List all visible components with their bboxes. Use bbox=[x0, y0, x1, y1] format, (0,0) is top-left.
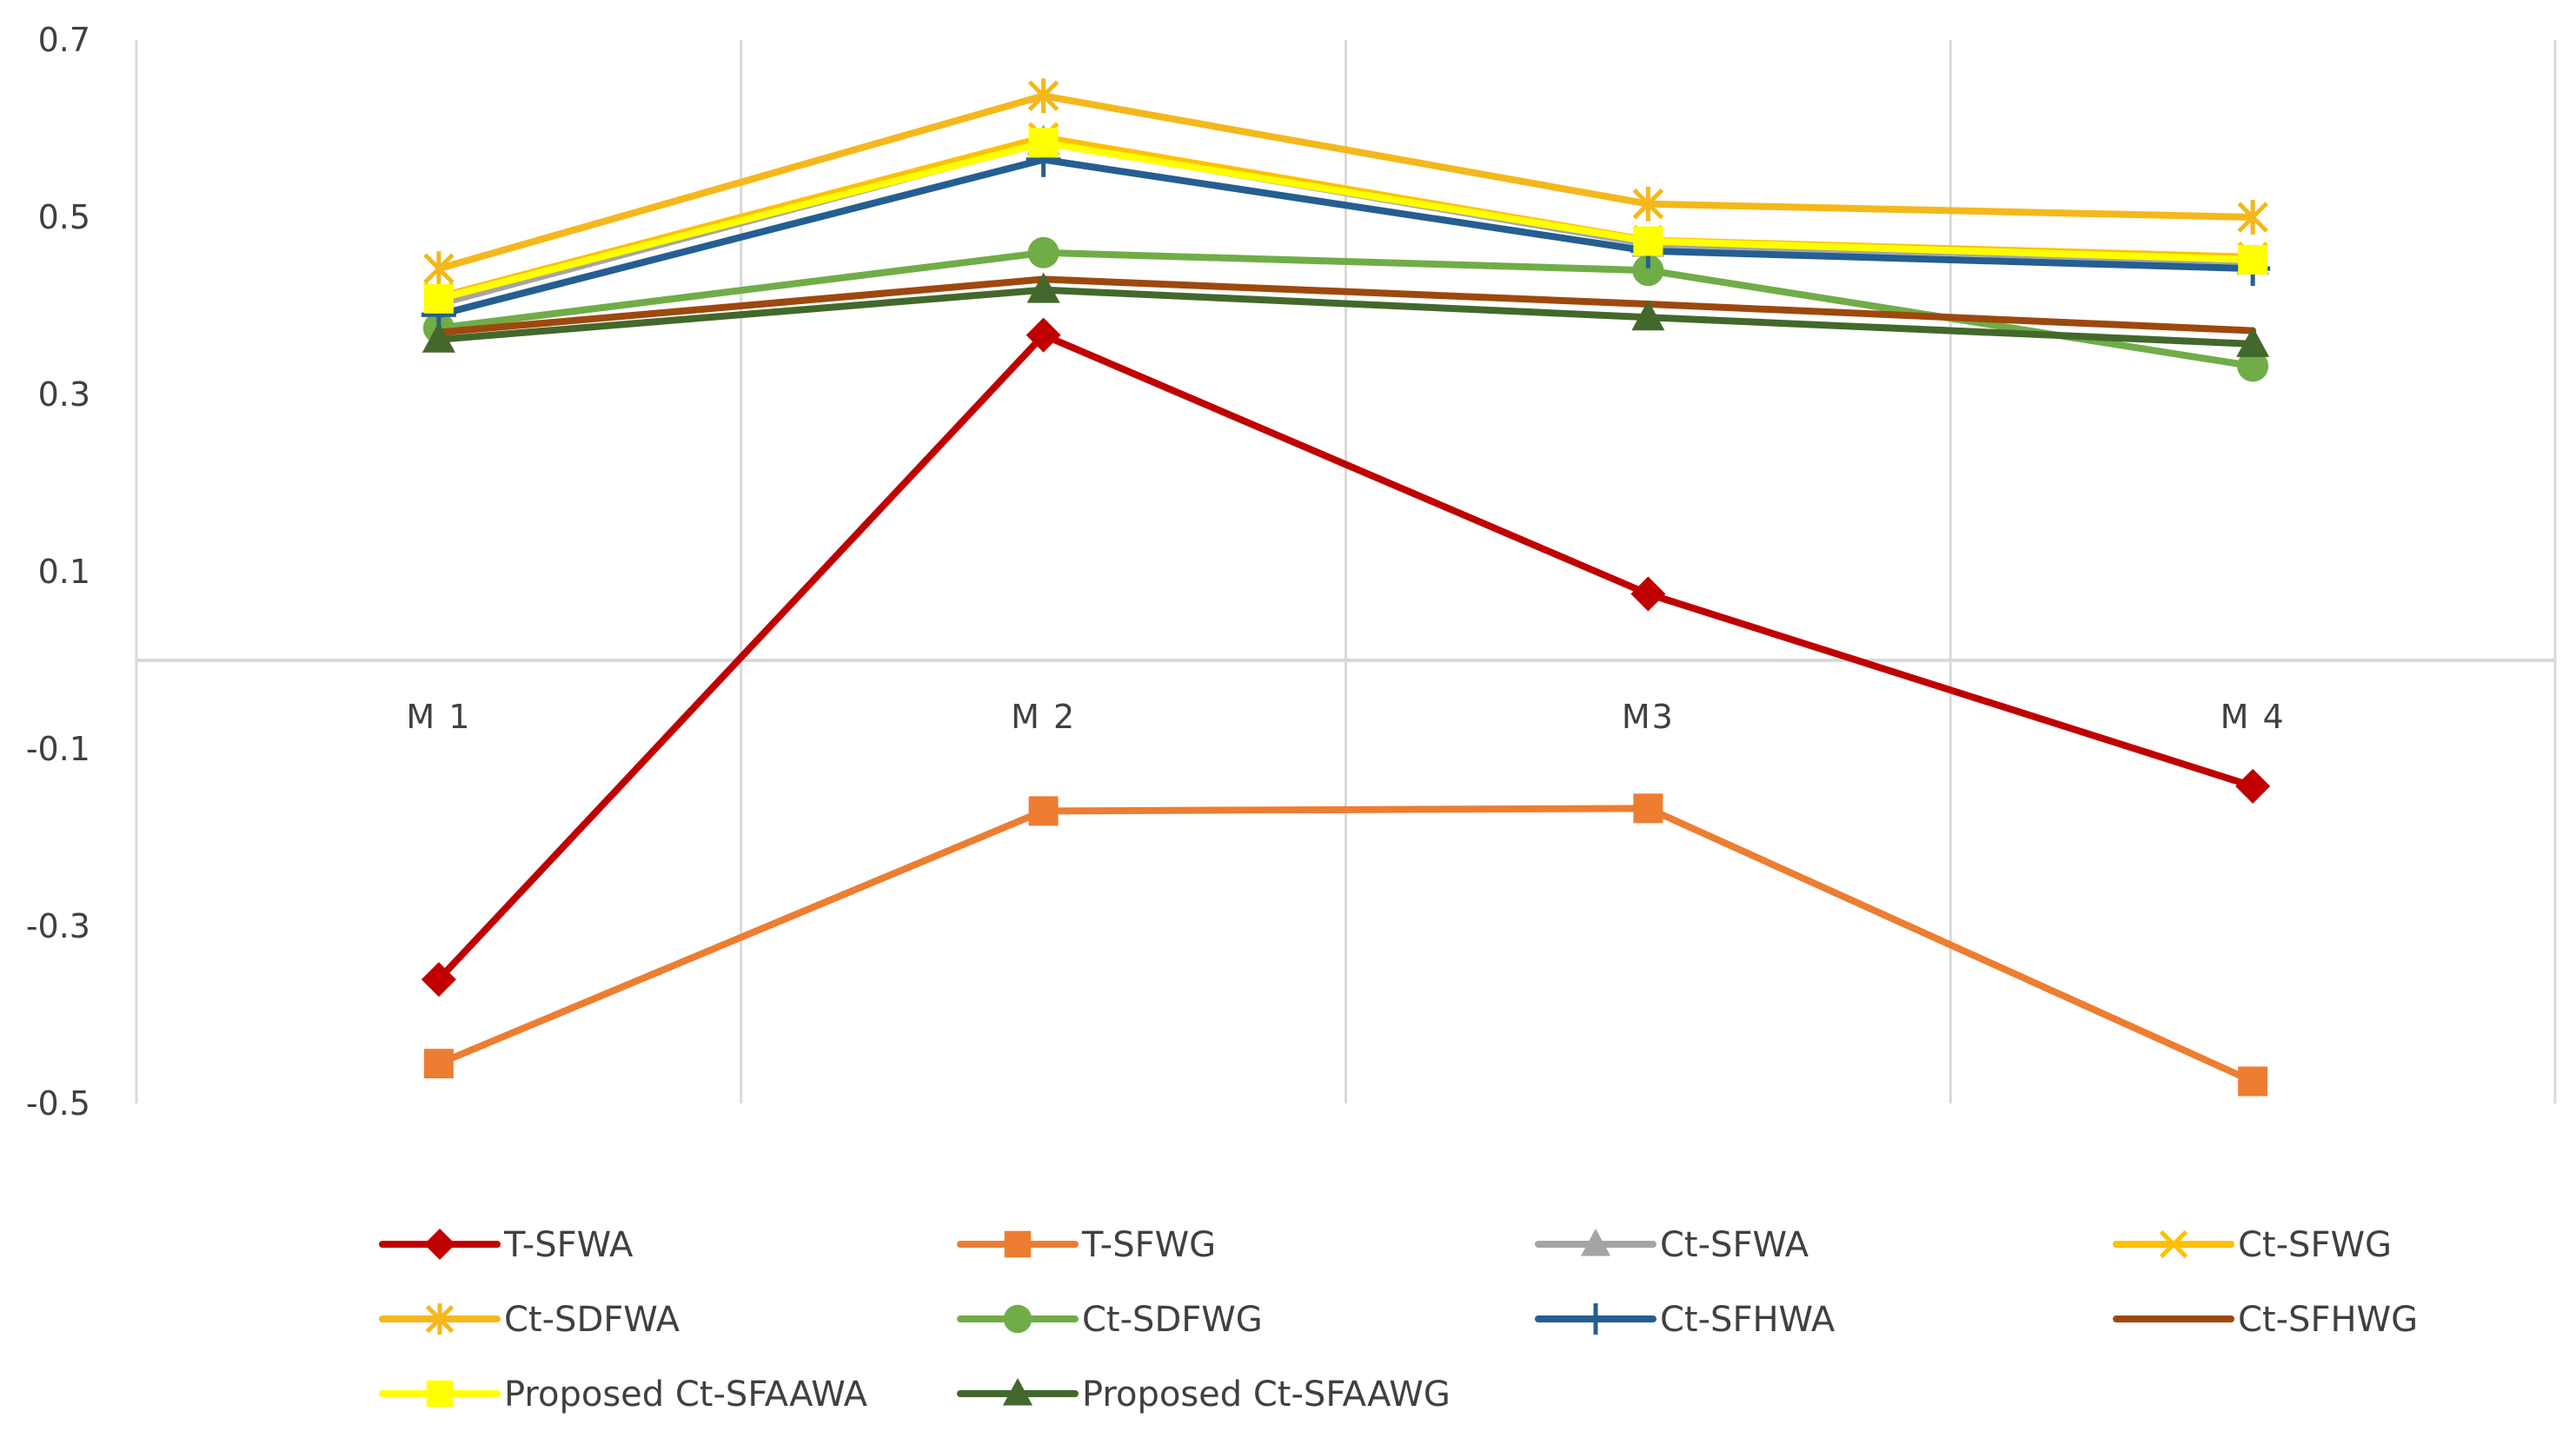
legend-marker bbox=[2159, 1229, 2188, 1259]
legend-label: T-SFWG bbox=[1081, 1225, 1216, 1265]
series-line bbox=[435, 92, 2257, 273]
legend-marker bbox=[1580, 1229, 1611, 1256]
series-line bbox=[435, 331, 2257, 984]
legend-label: Ct-SDFWA bbox=[504, 1300, 681, 1340]
data-point bbox=[2238, 1066, 2268, 1097]
data-point bbox=[423, 251, 455, 287]
data-point bbox=[1027, 78, 1059, 114]
legend-item-ct-sdfwg: Ct-SDFWG bbox=[957, 1300, 1263, 1340]
legend-item-t-sfwg: T-SFWG bbox=[957, 1225, 1216, 1265]
legend-item-ct-sfhwg: Ct-SFHWG bbox=[2113, 1300, 2418, 1340]
legend-label: Proposed Ct-SFAAWG bbox=[1082, 1375, 1451, 1415]
data-point bbox=[423, 283, 454, 314]
data-point bbox=[2238, 244, 2268, 275]
data-point bbox=[1028, 128, 1059, 158]
legend-item-t-sfwa: T-SFWA bbox=[379, 1225, 634, 1265]
y-tick-label: 0.1 bbox=[38, 553, 90, 591]
y-tick-label: -0.3 bbox=[26, 907, 90, 945]
legend-marker bbox=[424, 1229, 455, 1260]
y-tick-label: -0.5 bbox=[26, 1084, 90, 1123]
data-point bbox=[1028, 796, 1059, 826]
legend-marker bbox=[425, 1303, 455, 1335]
data-point bbox=[1631, 300, 1665, 331]
series-line bbox=[435, 805, 2257, 1085]
legend-label: Ct-SDFWG bbox=[1082, 1300, 1263, 1340]
legend-marker bbox=[426, 1380, 454, 1408]
data-point bbox=[2235, 768, 2271, 804]
series-layer bbox=[421, 78, 2271, 1097]
legend-label: Ct-SFHWA bbox=[1660, 1300, 1836, 1340]
data-point bbox=[2236, 326, 2270, 357]
category-label: M3 bbox=[1622, 698, 1675, 736]
series-ct-sdfwa bbox=[423, 78, 2268, 287]
data-point bbox=[2237, 350, 2269, 382]
y-tick-label: 0.7 bbox=[38, 21, 90, 59]
data-point bbox=[1632, 255, 1664, 287]
series-line bbox=[435, 156, 2257, 319]
series-ct-sfhwg bbox=[435, 275, 2257, 336]
data-point bbox=[1630, 576, 1666, 612]
series-proposed-ct-sfaawg bbox=[422, 272, 2270, 357]
legend-item-ct-sfwg: Ct-SFWG bbox=[2113, 1225, 2392, 1265]
data-point bbox=[2237, 200, 2268, 235]
data-point bbox=[1633, 226, 1663, 256]
legend-marker bbox=[1003, 1304, 1032, 1334]
series-t-sfwa bbox=[421, 317, 2271, 997]
legend-label: Ct-SFWA bbox=[1660, 1225, 1809, 1265]
data-point bbox=[1026, 272, 1060, 303]
legend-label: Ct-SFHWG bbox=[2238, 1300, 2418, 1340]
series-line bbox=[435, 275, 2257, 336]
legend-item-ct-sfhwa: Ct-SFHWA bbox=[1535, 1300, 1836, 1340]
data-point bbox=[422, 321, 455, 353]
legend-label: Ct-SFWG bbox=[2238, 1225, 2392, 1265]
legend-item-proposed-ct-sfaawg: Proposed Ct-SFAAWG bbox=[957, 1375, 1451, 1415]
data-point bbox=[1633, 793, 1663, 824]
data-point bbox=[421, 962, 456, 997]
legend-item-proposed-ct-sfaawa: Proposed Ct-SFAAWA bbox=[379, 1375, 868, 1415]
series-proposed-ct-sfaawa bbox=[423, 128, 2268, 314]
category-label: M 1 bbox=[406, 698, 471, 736]
data-point bbox=[1027, 236, 1059, 268]
legend-item-ct-sdfwa: Ct-SDFWA bbox=[379, 1300, 681, 1340]
legend-label: Proposed Ct-SFAAWA bbox=[504, 1375, 868, 1415]
gridlines bbox=[135, 40, 2557, 1103]
y-tick-label: 0.5 bbox=[38, 198, 90, 236]
legend-marker bbox=[1002, 1378, 1033, 1406]
category-label: M 2 bbox=[1011, 698, 1076, 736]
x-axis-category-labels: M 1 M 2 M3 M 4 bbox=[406, 698, 2286, 736]
legend-item-ct-sfwa: Ct-SFWA bbox=[1535, 1225, 1809, 1265]
category-label: M 4 bbox=[2221, 698, 2286, 736]
data-point bbox=[1632, 186, 1664, 222]
legend-marker bbox=[1004, 1230, 1032, 1258]
legend-label: T-SFWA bbox=[503, 1225, 634, 1265]
series-line bbox=[435, 139, 2257, 302]
legend: T-SFWA T-SFWG Ct-SFWA Ct-SFWG Ct-SDFWA Ct-SDF… bbox=[379, 1225, 2418, 1415]
y-tick-label: 0.3 bbox=[38, 375, 90, 414]
data-point bbox=[423, 1049, 454, 1079]
y-axis-ticks: 0.7 0.5 0.3 0.1 -0.1 -0.3 -0.5 bbox=[26, 21, 90, 1123]
data-point bbox=[1026, 317, 1061, 353]
series-line bbox=[435, 286, 2257, 348]
y-tick-label: -0.1 bbox=[26, 730, 90, 768]
legend-marker bbox=[1580, 1303, 1611, 1335]
series-t-sfwg bbox=[423, 793, 2268, 1097]
